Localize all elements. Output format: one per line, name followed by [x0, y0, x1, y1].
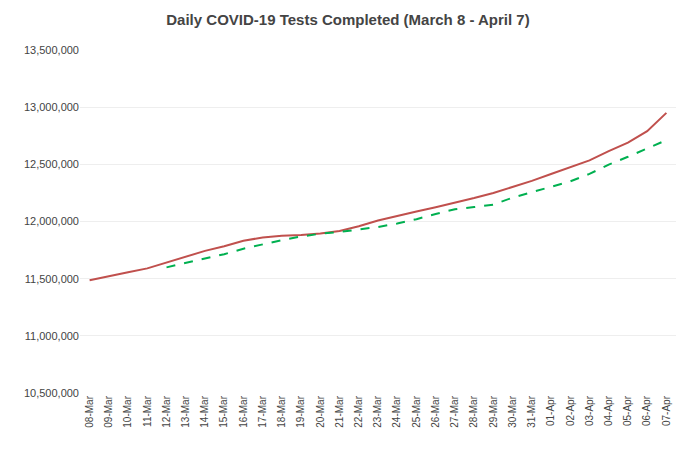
svg-text:17-Mar: 17-Mar — [257, 395, 268, 427]
svg-text:12,500,000: 12,500,000 — [24, 158, 79, 170]
svg-text:13,500,000: 13,500,000 — [24, 44, 79, 56]
svg-text:22-Mar: 22-Mar — [353, 395, 364, 427]
svg-text:05-Apr: 05-Apr — [622, 395, 633, 426]
svg-text:24-Mar: 24-Mar — [391, 395, 402, 427]
svg-text:09-Mar: 09-Mar — [103, 395, 114, 427]
svg-text:Daily COVID-19 Tests Completed: Daily COVID-19 Tests Completed (March 8 … — [166, 11, 529, 28]
svg-text:01-Apr: 01-Apr — [545, 395, 556, 426]
svg-text:30-Mar: 30-Mar — [507, 395, 518, 427]
svg-text:06-Apr: 06-Apr — [641, 395, 652, 426]
svg-text:15-Mar: 15-Mar — [218, 395, 229, 427]
svg-text:16-Mar: 16-Mar — [238, 395, 249, 427]
svg-text:28-Mar: 28-Mar — [468, 395, 479, 427]
svg-text:21-Mar: 21-Mar — [334, 395, 345, 427]
svg-text:25-Mar: 25-Mar — [411, 395, 422, 427]
svg-text:11,500,000: 11,500,000 — [25, 273, 79, 285]
svg-text:12,000,000: 12,000,000 — [24, 215, 79, 227]
svg-text:27-Mar: 27-Mar — [449, 395, 460, 427]
svg-text:07-Apr: 07-Apr — [661, 395, 672, 426]
svg-text:31-Mar: 31-Mar — [526, 395, 537, 427]
svg-text:11-Mar: 11-Mar — [142, 395, 153, 427]
svg-text:10,500,000: 10,500,000 — [24, 387, 79, 399]
svg-text:26-Mar: 26-Mar — [430, 395, 441, 427]
svg-text:23-Mar: 23-Mar — [372, 395, 383, 427]
svg-text:04-Apr: 04-Apr — [603, 395, 614, 426]
svg-text:20-Mar: 20-Mar — [315, 395, 326, 427]
svg-text:14-Mar: 14-Mar — [199, 395, 210, 427]
svg-text:11,000,000: 11,000,000 — [25, 330, 79, 342]
svg-text:02-Apr: 02-Apr — [565, 395, 576, 426]
svg-text:18-Mar: 18-Mar — [276, 395, 287, 427]
svg-text:13-Mar: 13-Mar — [180, 395, 191, 427]
svg-text:03-Apr: 03-Apr — [584, 395, 595, 426]
svg-text:13,000,000: 13,000,000 — [24, 101, 79, 113]
svg-text:29-Mar: 29-Mar — [488, 395, 499, 427]
svg-text:10-Mar: 10-Mar — [122, 395, 133, 427]
svg-text:12-Mar: 12-Mar — [161, 395, 172, 427]
svg-text:08-Mar: 08-Mar — [84, 395, 95, 427]
svg-text:19-Mar: 19-Mar — [295, 395, 306, 427]
